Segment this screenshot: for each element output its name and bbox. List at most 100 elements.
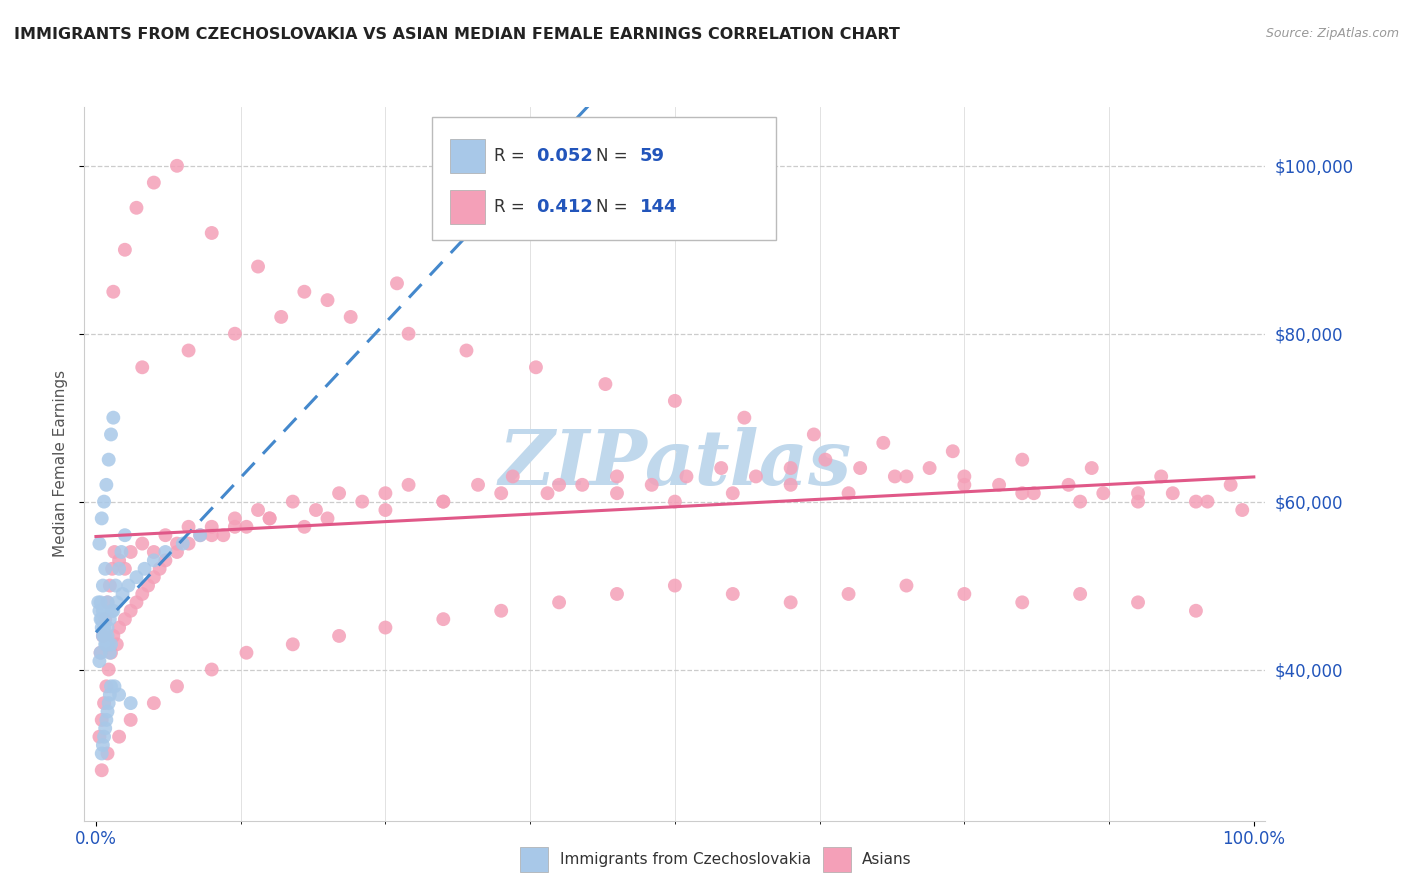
Point xyxy=(90,612,112,626)
Point xyxy=(97,452,120,467)
Point xyxy=(111,587,134,601)
Text: R =: R = xyxy=(494,147,530,165)
Point xyxy=(166,159,188,173)
Point xyxy=(101,562,124,576)
Point xyxy=(142,176,165,190)
Point xyxy=(90,511,112,525)
Point xyxy=(339,310,361,324)
Point xyxy=(1126,486,1149,500)
Point xyxy=(1150,469,1173,483)
Point xyxy=(134,562,156,576)
Point xyxy=(201,520,224,534)
Point xyxy=(489,486,512,500)
Point xyxy=(120,545,142,559)
Point xyxy=(606,469,628,483)
Point xyxy=(328,629,350,643)
Point xyxy=(1011,595,1033,609)
Point xyxy=(98,646,121,660)
Point xyxy=(103,545,125,559)
Point xyxy=(664,494,686,508)
Point xyxy=(90,621,112,635)
Point xyxy=(779,461,801,475)
Point xyxy=(1011,452,1033,467)
Point xyxy=(87,595,110,609)
Text: Source: ZipAtlas.com: Source: ZipAtlas.com xyxy=(1265,27,1399,40)
Point xyxy=(571,478,593,492)
Point xyxy=(94,629,117,643)
Text: ZIPatlas: ZIPatlas xyxy=(498,427,852,500)
Point xyxy=(814,452,837,467)
Point xyxy=(114,243,136,257)
Point xyxy=(142,696,165,710)
Point xyxy=(100,679,122,693)
Point xyxy=(91,738,114,752)
Point xyxy=(90,612,112,626)
Point xyxy=(779,478,801,492)
Point xyxy=(224,511,246,525)
Point xyxy=(91,629,114,643)
Point xyxy=(953,478,976,492)
Point xyxy=(100,427,122,442)
Point xyxy=(131,536,153,550)
Point xyxy=(675,469,697,483)
Point xyxy=(385,277,408,291)
Point xyxy=(432,494,454,508)
Point xyxy=(93,730,115,744)
Point xyxy=(96,705,118,719)
Point xyxy=(838,587,860,601)
Point xyxy=(93,696,115,710)
Point xyxy=(177,536,200,550)
Y-axis label: Median Female Earnings: Median Female Earnings xyxy=(53,370,69,558)
Point xyxy=(100,637,122,651)
Point xyxy=(155,553,177,567)
Point xyxy=(172,536,194,550)
Point xyxy=(849,461,872,475)
Point xyxy=(136,578,159,592)
Point xyxy=(1069,494,1091,508)
Point xyxy=(872,435,894,450)
Point xyxy=(108,730,131,744)
Point xyxy=(432,494,454,508)
Point xyxy=(93,621,115,635)
Point xyxy=(103,410,125,425)
Point xyxy=(548,478,571,492)
Point xyxy=(94,562,117,576)
Point xyxy=(177,520,200,534)
Point xyxy=(398,478,420,492)
Point xyxy=(91,629,114,643)
Point xyxy=(131,360,153,375)
Point xyxy=(104,578,127,592)
Point xyxy=(114,528,136,542)
Text: N =: N = xyxy=(596,198,633,216)
Point xyxy=(1219,478,1241,492)
Point xyxy=(212,528,235,542)
Point xyxy=(1185,494,1208,508)
Text: IMMIGRANTS FROM CZECHOSLOVAKIA VS ASIAN MEDIAN FEMALE EARNINGS CORRELATION CHART: IMMIGRANTS FROM CZECHOSLOVAKIA VS ASIAN … xyxy=(14,27,900,42)
Point xyxy=(131,587,153,601)
Point xyxy=(1057,478,1080,492)
Point xyxy=(125,595,148,609)
Point xyxy=(641,478,664,492)
Point xyxy=(96,637,118,651)
Point xyxy=(1232,503,1254,517)
Point xyxy=(247,503,270,517)
Point xyxy=(305,503,328,517)
Point xyxy=(91,578,114,592)
Point xyxy=(259,511,281,525)
Point xyxy=(142,553,165,567)
Point xyxy=(1022,486,1045,500)
Point xyxy=(89,536,111,550)
Point xyxy=(374,486,396,500)
Point xyxy=(89,654,111,668)
Point xyxy=(108,562,131,576)
Point xyxy=(108,688,131,702)
Point xyxy=(432,612,454,626)
Text: Asians: Asians xyxy=(862,853,911,867)
Point xyxy=(292,520,315,534)
Point xyxy=(105,637,128,651)
Point xyxy=(96,478,118,492)
Point xyxy=(259,511,281,525)
Point xyxy=(548,595,571,609)
Point xyxy=(664,393,686,408)
Point xyxy=(456,343,478,358)
